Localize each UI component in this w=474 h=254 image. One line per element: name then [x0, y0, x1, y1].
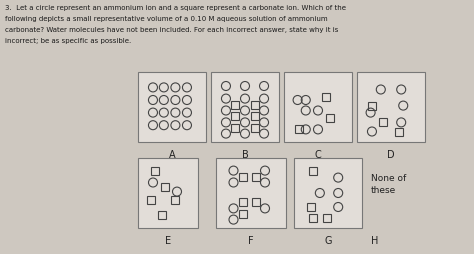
Text: carbonate? Water molecules have not been included. For each incorrect answer, st: carbonate? Water molecules have not been…: [5, 27, 338, 33]
Text: following depicts a small representative volume of a 0.10 M aqueous solution of : following depicts a small representative…: [5, 16, 328, 22]
Bar: [252, 173, 260, 181]
Bar: [309, 214, 317, 221]
Bar: [231, 101, 239, 109]
Bar: [138, 72, 206, 142]
Bar: [295, 125, 303, 133]
Bar: [284, 72, 352, 142]
Bar: [379, 118, 387, 126]
Bar: [294, 158, 362, 228]
Bar: [138, 158, 198, 228]
Bar: [238, 198, 246, 206]
Bar: [326, 114, 334, 121]
Text: C: C: [315, 150, 321, 160]
Bar: [231, 112, 239, 120]
Bar: [395, 128, 403, 135]
Bar: [251, 124, 258, 132]
Bar: [171, 196, 179, 204]
Bar: [357, 72, 425, 142]
Bar: [238, 173, 246, 181]
Bar: [252, 198, 260, 206]
Bar: [322, 92, 330, 101]
Bar: [307, 203, 315, 211]
Bar: [151, 167, 159, 174]
Bar: [211, 72, 279, 142]
Text: F: F: [248, 236, 254, 246]
Bar: [161, 183, 169, 192]
Bar: [251, 101, 258, 109]
Text: None of
these: None of these: [371, 174, 406, 195]
Text: A: A: [169, 150, 175, 160]
Bar: [323, 214, 331, 221]
Bar: [158, 211, 166, 219]
Bar: [231, 124, 239, 132]
Text: 3.  Let a circle represent an ammonium ion and a square represent a carbonate io: 3. Let a circle represent an ammonium io…: [5, 5, 346, 11]
Bar: [368, 102, 376, 109]
Bar: [238, 210, 246, 218]
Bar: [309, 167, 317, 174]
Text: H: H: [371, 236, 378, 246]
Text: E: E: [165, 236, 171, 246]
Text: G: G: [324, 236, 332, 246]
Bar: [251, 112, 258, 120]
Bar: [147, 196, 155, 204]
Text: B: B: [242, 150, 248, 160]
Text: incorrect; be as specific as possible.: incorrect; be as specific as possible.: [5, 38, 131, 44]
Text: D: D: [387, 150, 395, 160]
Bar: [216, 158, 286, 228]
